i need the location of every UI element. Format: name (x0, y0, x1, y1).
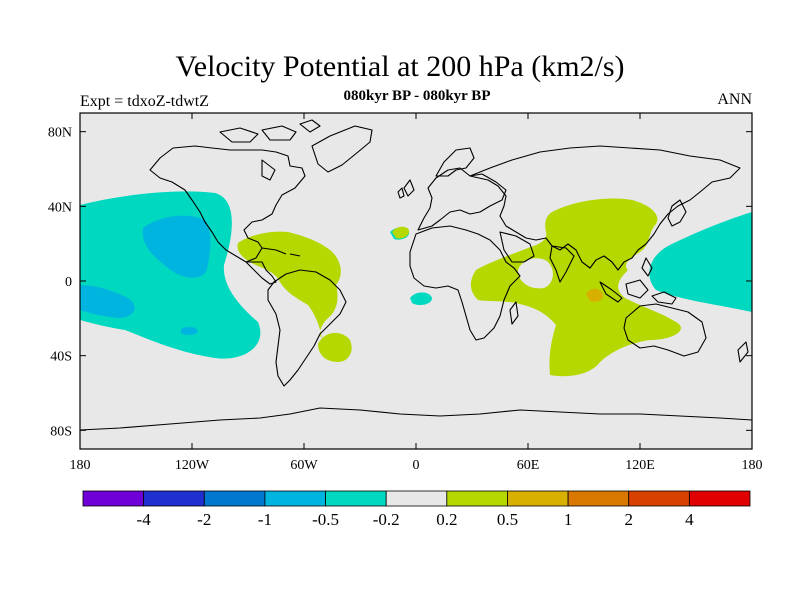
colorbar-swatch (385, 490, 448, 507)
longitude-axis: 180 120W 60W 0 60E 120E 180 (70, 113, 763, 473)
colorbar-swatch (325, 490, 387, 507)
colorbar-label: 0.2 (436, 510, 457, 529)
coastline-arctic-islands (219, 119, 321, 143)
contour-fill-orange (586, 288, 604, 302)
colorbar-swatch (628, 490, 690, 507)
coastline-greenland (311, 125, 373, 173)
coastline-central-america (245, 261, 277, 285)
x-tick-label: 120E (625, 458, 655, 473)
contour-fill-lightblue (80, 285, 135, 318)
colorbar-swatch (82, 490, 145, 507)
contour-fill-lightblue (142, 215, 211, 278)
x-tick-label: 180 (742, 458, 763, 473)
coastline-south-america (267, 269, 347, 387)
coastline-antarctica (80, 407, 752, 431)
latitude-axis: 80N 40N 0 40S 80S (48, 126, 752, 439)
coastline-hudson-bay (261, 159, 276, 181)
contour-fill-cyan (649, 212, 752, 312)
coastline-maritime (599, 257, 677, 305)
coastline-north-america (149, 145, 306, 263)
colorbar-swatch (143, 490, 205, 507)
page-title: Velocity Potential at 200 hPa (km2/s) (175, 50, 625, 83)
colorbar-label: 2 (624, 510, 633, 529)
colorbar-label: -2 (197, 510, 211, 529)
contour-fill-yellowgreen (318, 332, 352, 362)
colorbar-label: 4 (685, 510, 694, 529)
season-label: ANN (717, 91, 752, 108)
experiment-label: Expt = tdxoZ-tdwtZ (80, 93, 210, 110)
colorbar: -4 -2 -1 -0.5 -0.2 0.2 0.5 1 2 4 (82, 490, 751, 529)
coastline-scandinavia (435, 147, 475, 177)
subtitle: 080kyr BP - 080kyr BP (343, 88, 491, 104)
coastline-new-zealand (737, 341, 749, 363)
colorbar-swatch (507, 490, 569, 507)
coastline-arabia (499, 231, 535, 263)
colorbar-swatch (264, 490, 326, 507)
coastline-madagascar (509, 301, 519, 325)
colorbar-swatch (203, 490, 266, 507)
x-tick-label: 60W (290, 458, 318, 473)
contour-fill-yellowgreen (392, 226, 410, 239)
contour-fill-yellowgreen (237, 231, 341, 338)
coastline-japan (667, 199, 687, 227)
contour-fill-gray (518, 258, 553, 289)
coastline-british-isles (397, 179, 415, 199)
coastline-india (549, 245, 575, 283)
colorbar-label: -0.5 (312, 510, 339, 529)
coastline-europe (417, 167, 507, 231)
coastline-asia (469, 145, 741, 271)
coastline-caribbean (261, 247, 301, 257)
colorbar-swatch (688, 490, 751, 507)
y-tick-label: 40N (48, 200, 72, 215)
contour-fill-layer (80, 191, 752, 377)
contour-fill-yellowgreen (470, 198, 681, 377)
y-tick-label: 0 (65, 275, 72, 290)
coastline-layer (80, 119, 752, 431)
coastline-australia (623, 303, 707, 357)
colorbar-label: -1 (258, 510, 272, 529)
x-tick-label: 120W (175, 458, 210, 473)
coastline-africa (409, 225, 521, 341)
contour-fill-cyan (410, 292, 432, 306)
x-tick-label: 180 (70, 458, 91, 473)
colorbar-label: 1 (564, 510, 573, 529)
y-tick-label: 40S (50, 350, 72, 365)
x-tick-label: 0 (413, 458, 420, 473)
contour-fill-lightblue (181, 326, 198, 336)
colorbar-label: 0.5 (497, 510, 518, 529)
colorbar-swatch (446, 490, 508, 507)
colorbar-swatch (567, 490, 630, 507)
x-tick-label: 60E (517, 458, 540, 473)
colorbar-label: -0.2 (373, 510, 400, 529)
colorbar-label: -4 (137, 510, 152, 529)
y-tick-label: 80S (50, 424, 72, 439)
y-tick-label: 80N (48, 126, 72, 141)
